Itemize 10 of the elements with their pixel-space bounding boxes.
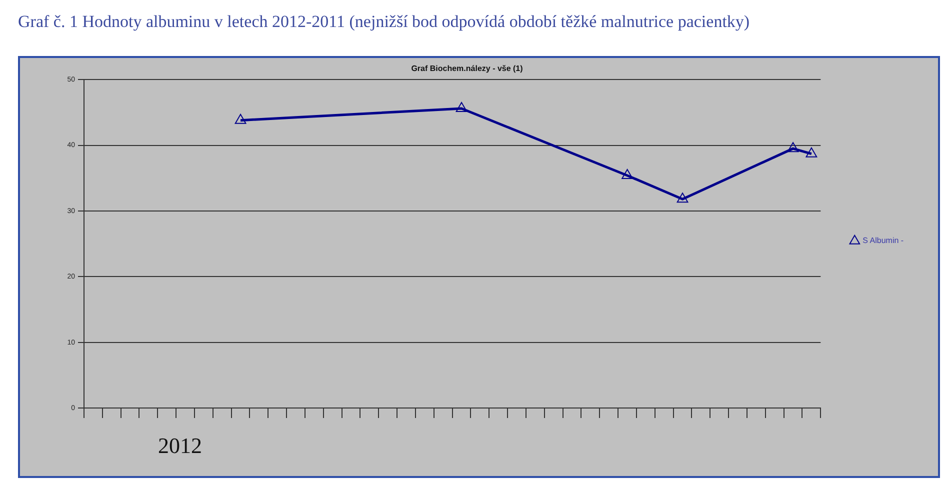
text: 2012 [158, 433, 202, 458]
point [234, 114, 246, 124]
chart-title: Graf č. 1 Hodnoty albuminu v letech 2012-2011 (nejnižší bod odpovídá období těžké malnutrice pacientky) [18, 12, 750, 32]
point [676, 192, 688, 203]
legend-label: S Albumin - [862, 236, 904, 246]
point [787, 142, 799, 152]
point [456, 102, 468, 112]
point [806, 147, 818, 158]
point [622, 168, 633, 179]
chart-subtitle: Graf Biochem.nálezy - vše (1) [411, 64, 524, 74]
